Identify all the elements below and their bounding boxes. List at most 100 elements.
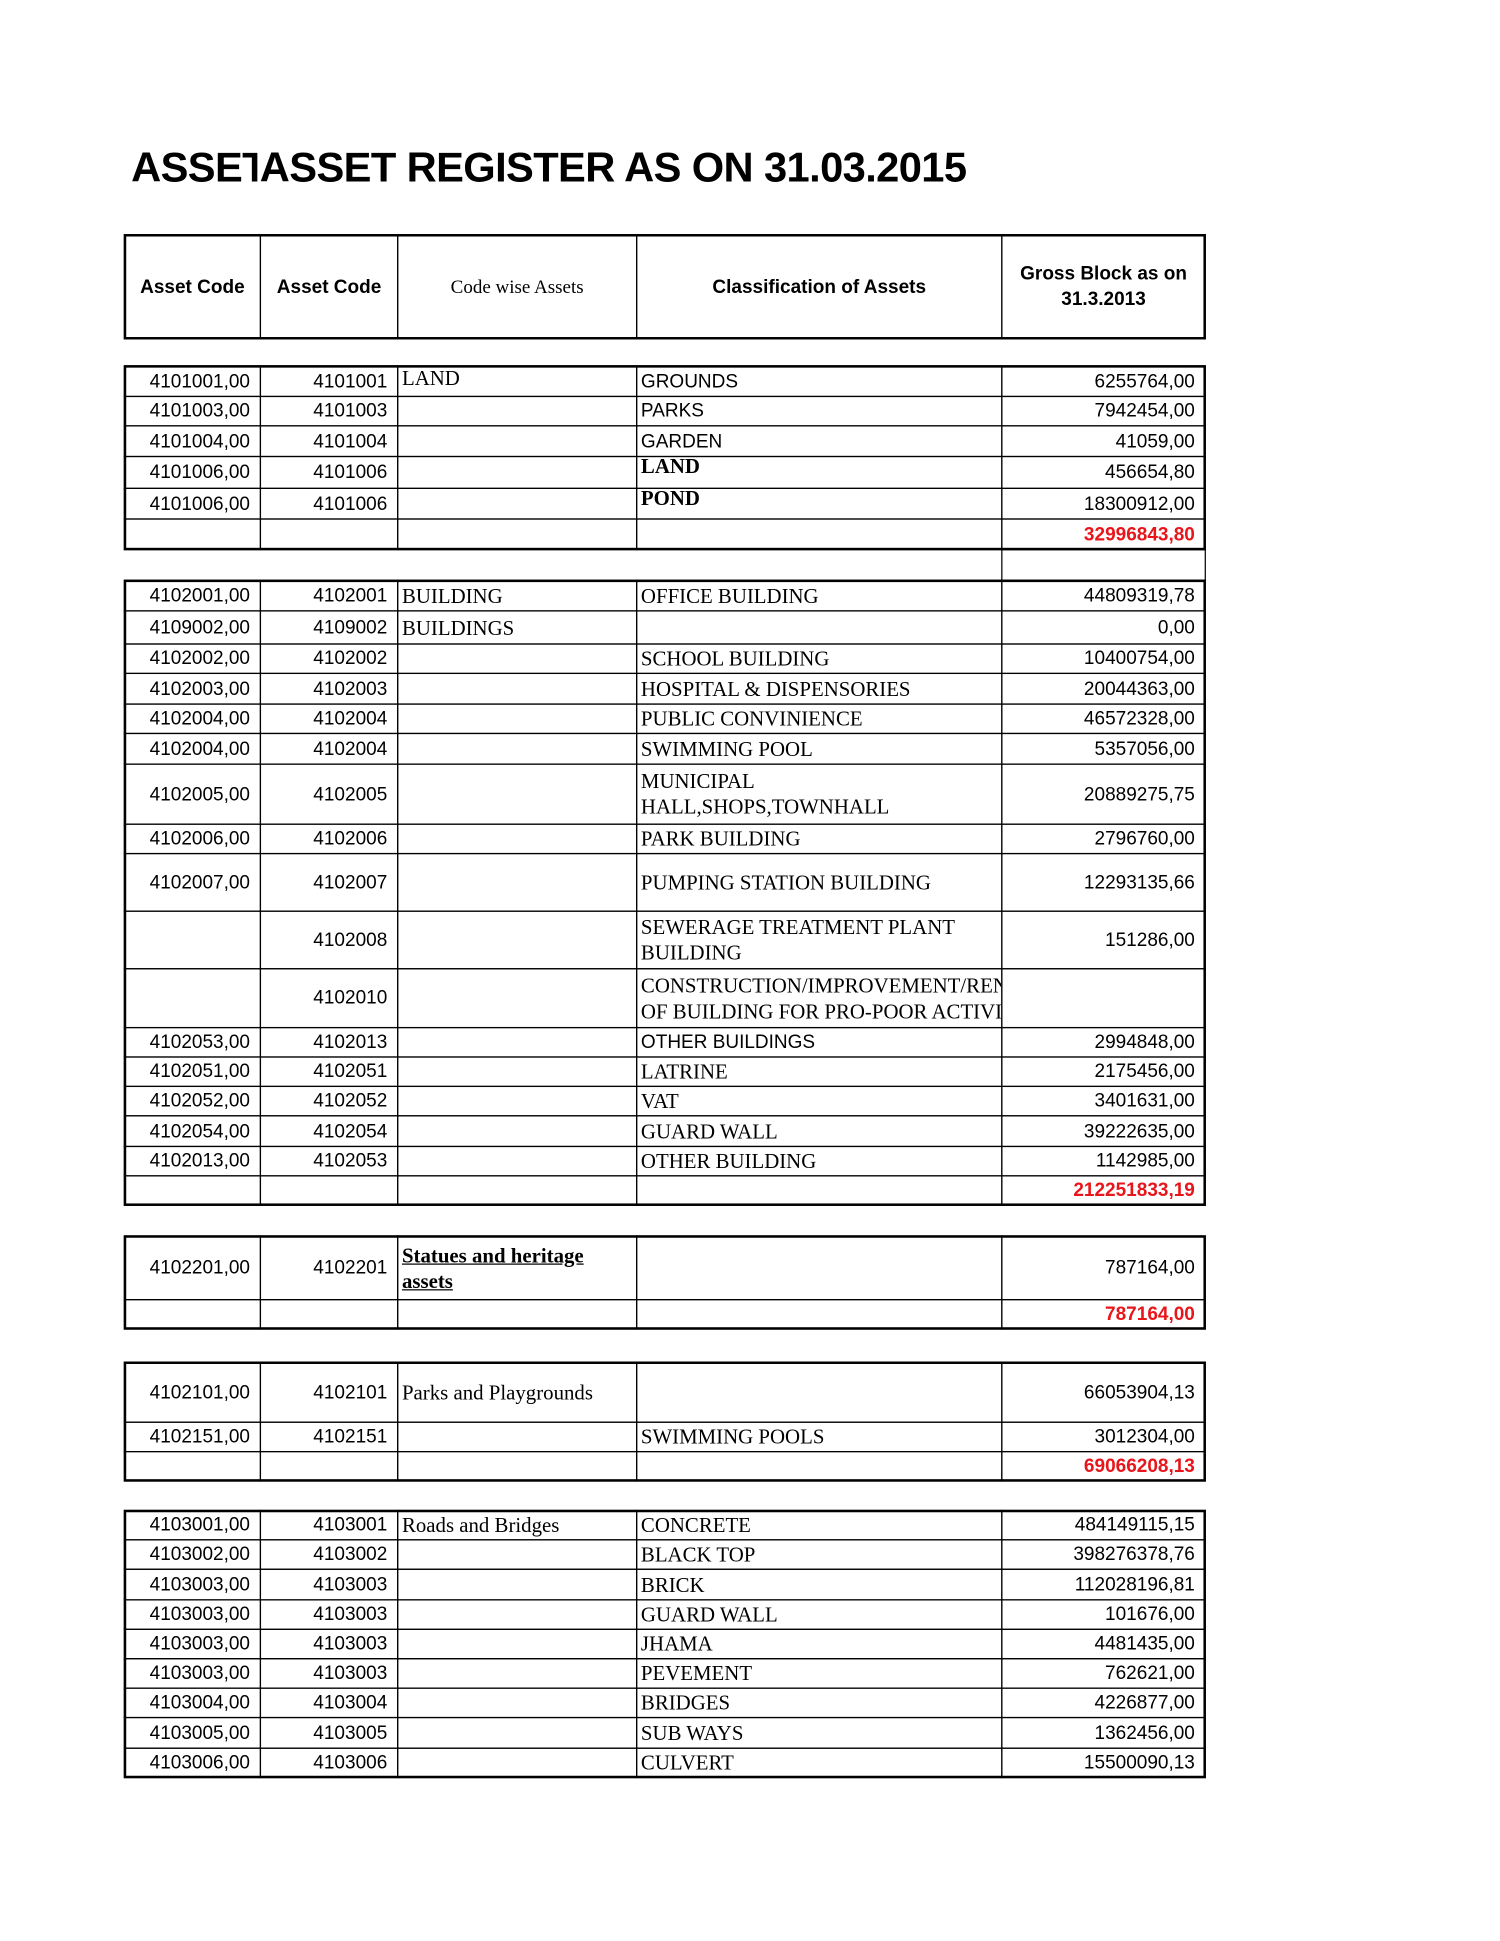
- gross-block: 151286,00: [1001, 910, 1206, 970]
- classification: LAND: [636, 455, 1003, 489]
- classification: GARDEN: [636, 425, 1003, 458]
- classification: MUNICIPAL HALL,SHOPS,TOWNHALL: [636, 763, 1003, 825]
- gross-block: 762621,00: [1001, 1658, 1206, 1689]
- asset-code: 4102101,00: [123, 1361, 262, 1423]
- empty-cell: [1001, 549, 1206, 581]
- code-wise-asset: [397, 1658, 638, 1689]
- gross-block: 18300912,00: [1001, 487, 1206, 520]
- asset-code: 4101006,00: [123, 487, 262, 520]
- code-wise-asset: [397, 1115, 638, 1148]
- code-wise-asset: Statues and heritage assets: [397, 1235, 638, 1301]
- asset-code: 4103004: [259, 1687, 399, 1719]
- asset-code: 4102003,00: [123, 672, 262, 705]
- asset-code: 4102004: [259, 703, 399, 735]
- classification: OFFICE BUILDING: [636, 579, 1003, 612]
- empty-cell: [259, 1299, 399, 1330]
- asset-code: 4103004,00: [123, 1687, 262, 1719]
- code-wise-asset: BUILDINGS: [397, 610, 638, 645]
- asset-code: 4102006: [259, 823, 399, 855]
- empty-cell: [636, 1175, 1003, 1206]
- code-wise-asset: LAND: [397, 365, 638, 398]
- asset-code: 4102007,00: [123, 852, 262, 912]
- code-wise-asset: BUILDING: [397, 579, 638, 612]
- classification: PEVEMENT: [636, 1658, 1003, 1689]
- asset-code: 4101004: [259, 425, 399, 458]
- asset-code: [123, 968, 262, 1029]
- classification: [636, 610, 1003, 645]
- code-wise-asset: [397, 910, 638, 970]
- code-wise-asset: [397, 1716, 638, 1749]
- classification: HOSPITAL & DISPENSORIES: [636, 672, 1003, 705]
- asset-code: 4101006: [259, 455, 399, 489]
- empty-cell: [397, 1450, 638, 1482]
- asset-code: 4102101: [259, 1361, 399, 1423]
- classification: GUARD WALL: [636, 1115, 1003, 1148]
- title: ASSET REGISTER AS ON 31.03.2015: [259, 144, 967, 192]
- code-wise-asset: [397, 1747, 638, 1779]
- asset-code: 4102201: [259, 1235, 399, 1301]
- asset-code: 4103005: [259, 1716, 399, 1749]
- asset-code: 4103006,00: [123, 1747, 262, 1779]
- asset-code: 4101006: [259, 487, 399, 520]
- title-fragment: ASSET: [131, 144, 258, 192]
- asset-code: 4102008: [259, 910, 399, 970]
- asset-code: 4102010: [259, 968, 399, 1029]
- empty-cell: [397, 1175, 638, 1206]
- asset-code: 4109002,00: [123, 610, 262, 645]
- empty-cell: [259, 1175, 399, 1206]
- asset-code: 4103002: [259, 1539, 399, 1570]
- gross-block: 484149115,15: [1001, 1509, 1206, 1541]
- code-wise-asset: [397, 395, 638, 427]
- gross-block: 398276378,76: [1001, 1539, 1206, 1570]
- gross-block: 4481435,00: [1001, 1628, 1206, 1660]
- gross-block: 1362456,00: [1001, 1716, 1206, 1749]
- classification: PARK BUILDING: [636, 823, 1003, 855]
- asset-code: 4103003: [259, 1599, 399, 1630]
- empty-cell: [259, 1450, 399, 1482]
- gross-block: 5357056,00: [1001, 732, 1206, 765]
- gross-block: 2994848,00: [1001, 1026, 1206, 1058]
- code-wise-asset: [397, 1026, 638, 1058]
- asset-code: 4102053,00: [123, 1026, 262, 1058]
- code-wise-asset: [397, 1568, 638, 1601]
- asset-code: 4103003,00: [123, 1628, 262, 1660]
- gross-block: 20889275,75: [1001, 763, 1206, 825]
- classification: SUB WAYS: [636, 1716, 1003, 1749]
- asset-code: 4102051: [259, 1056, 399, 1088]
- code-wise-asset: [397, 732, 638, 765]
- asset-code: 4103006: [259, 1747, 399, 1779]
- gross-block: 41059,00: [1001, 425, 1206, 458]
- asset-code: 4101003: [259, 395, 399, 427]
- asset-code: 4102054,00: [123, 1115, 262, 1148]
- gross-block: 4226877,00: [1001, 1687, 1206, 1719]
- asset-code: 4102007: [259, 852, 399, 912]
- gross-block: 2796760,00: [1001, 823, 1206, 855]
- classification: [636, 1235, 1003, 1301]
- classification: LATRINE: [636, 1056, 1003, 1088]
- classification: GUARD WALL: [636, 1599, 1003, 1630]
- gross-block: 12293135,66: [1001, 852, 1206, 912]
- classification: BRICK: [636, 1568, 1003, 1601]
- gross-block: 39222635,00: [1001, 1115, 1206, 1148]
- empty-cell: [636, 1299, 1003, 1330]
- code-wise-asset: [397, 643, 638, 675]
- asset-code: 4102003: [259, 672, 399, 705]
- gross-block: 112028196,81: [1001, 1568, 1206, 1601]
- asset-code: 4102001,00: [123, 579, 262, 612]
- code-wise-asset: [397, 763, 638, 825]
- classification: CULVERT: [636, 1747, 1003, 1779]
- code-wise-asset: [397, 1628, 638, 1660]
- group-total: 212251833,19: [1001, 1175, 1206, 1206]
- asset-code: 4101006,00: [123, 455, 262, 489]
- group-total: 69066208,13: [1001, 1450, 1206, 1482]
- classification: BLACK TOP: [636, 1539, 1003, 1570]
- code-wise-asset: [397, 703, 638, 735]
- classification: GROUNDS: [636, 365, 1003, 398]
- classification: OTHER BUILDINGS: [636, 1026, 1003, 1058]
- asset-code: 4103003: [259, 1658, 399, 1689]
- asset-code: 4102052: [259, 1085, 399, 1117]
- gross-block: 20044363,00: [1001, 672, 1206, 705]
- empty-cell: [259, 518, 399, 551]
- asset-code: 4103003,00: [123, 1568, 262, 1601]
- code-wise-asset: [397, 487, 638, 520]
